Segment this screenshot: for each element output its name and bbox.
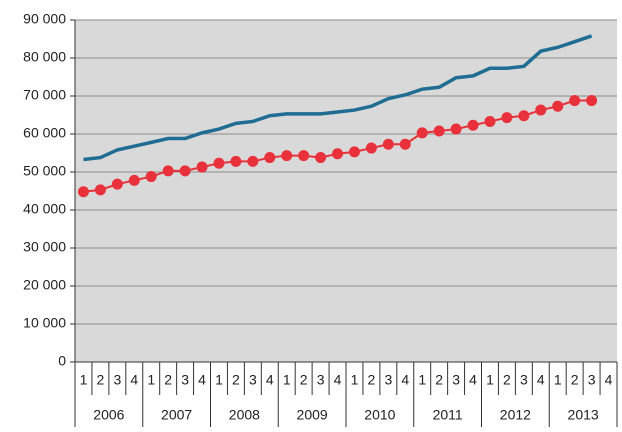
data-point: [213, 157, 225, 169]
year-label: 2008: [229, 407, 260, 423]
data-point: [145, 171, 157, 183]
data-point: [467, 119, 479, 131]
data-point: [281, 150, 293, 162]
x-tick-label: 2: [232, 372, 240, 388]
data-point: [247, 155, 259, 167]
data-point: [518, 110, 530, 122]
data-point: [196, 161, 208, 173]
x-tick-label: 1: [215, 372, 223, 388]
x-tick-label: 2: [97, 372, 105, 388]
y-tick-label: 30 000: [23, 239, 66, 255]
data-point: [128, 174, 140, 186]
x-tick-label: 4: [334, 372, 342, 388]
x-tick-label: 1: [283, 372, 291, 388]
x-tick-label: 1: [554, 372, 562, 388]
x-tick-label: 3: [520, 372, 528, 388]
x-tick-label: 1: [418, 372, 426, 388]
year-label: 2012: [500, 407, 531, 423]
data-point: [298, 150, 310, 162]
data-point: [382, 138, 394, 150]
year-label: 2009: [297, 407, 328, 423]
y-tick-label: 50 000: [23, 163, 66, 179]
x-tick-label: 4: [401, 372, 409, 388]
data-point: [332, 148, 344, 160]
data-point: [552, 100, 564, 112]
data-point: [264, 152, 276, 164]
plot-area: [75, 20, 617, 362]
y-tick-label: 0: [58, 353, 66, 369]
data-point: [535, 104, 547, 116]
year-label: 2006: [93, 407, 124, 423]
y-tick-label: 80 000: [23, 49, 66, 65]
x-tick-label: 2: [368, 372, 376, 388]
x-tick-label: 2: [571, 372, 579, 388]
x-tick-label: 3: [181, 372, 189, 388]
data-point: [399, 138, 411, 150]
series-line: [83, 34, 593, 162]
year-label: 2010: [364, 407, 395, 423]
x-tick-label: 4: [605, 372, 613, 388]
x-tick-label: 2: [503, 372, 511, 388]
data-point: [94, 184, 106, 196]
x-tick-label: 4: [198, 372, 206, 388]
x-tick-label: 4: [130, 372, 138, 388]
x-tick-label: 1: [80, 372, 88, 388]
data-point: [230, 155, 242, 167]
data-point: [365, 142, 377, 154]
x-tick-label: 3: [384, 372, 392, 388]
data-point: [433, 125, 445, 137]
data-point: [77, 186, 89, 198]
data-point: [501, 112, 513, 124]
x-tick-label: 1: [147, 372, 155, 388]
x-tick-label: 4: [469, 372, 477, 388]
year-label: 2007: [161, 407, 192, 423]
data-point: [484, 115, 496, 127]
x-tick-label: 3: [113, 372, 121, 388]
y-tick-label: 10 000: [23, 315, 66, 331]
data-point: [111, 178, 123, 190]
data-point: [586, 95, 598, 107]
x-tick-label: 3: [249, 372, 257, 388]
y-tick-label: 40 000: [23, 201, 66, 217]
y-tick-label: 70 000: [23, 87, 66, 103]
x-tick-label: 3: [452, 372, 460, 388]
data-point: [162, 165, 174, 177]
year-label: 2011: [433, 407, 463, 423]
data-point: [179, 165, 191, 177]
data-point: [569, 95, 581, 107]
x-tick-label: 1: [486, 372, 494, 388]
data-point: [315, 152, 327, 164]
data-point: [416, 127, 428, 139]
x-tick-label: 2: [164, 372, 172, 388]
x-tick-label: 2: [300, 372, 308, 388]
x-tick-label: 4: [537, 372, 545, 388]
year-label: 2013: [568, 407, 599, 423]
x-tick-label: 4: [266, 372, 274, 388]
x-tick-label: 3: [317, 372, 325, 388]
y-tick-label: 60 000: [23, 125, 66, 141]
x-tick-label: 3: [588, 372, 596, 388]
y-tick-label: 20 000: [23, 277, 66, 293]
data-point: [348, 146, 360, 158]
data-point: [450, 123, 462, 135]
x-tick-label: 1: [351, 372, 359, 388]
x-tick-label: 2: [435, 372, 443, 388]
y-tick-label: 90 000: [23, 11, 66, 27]
